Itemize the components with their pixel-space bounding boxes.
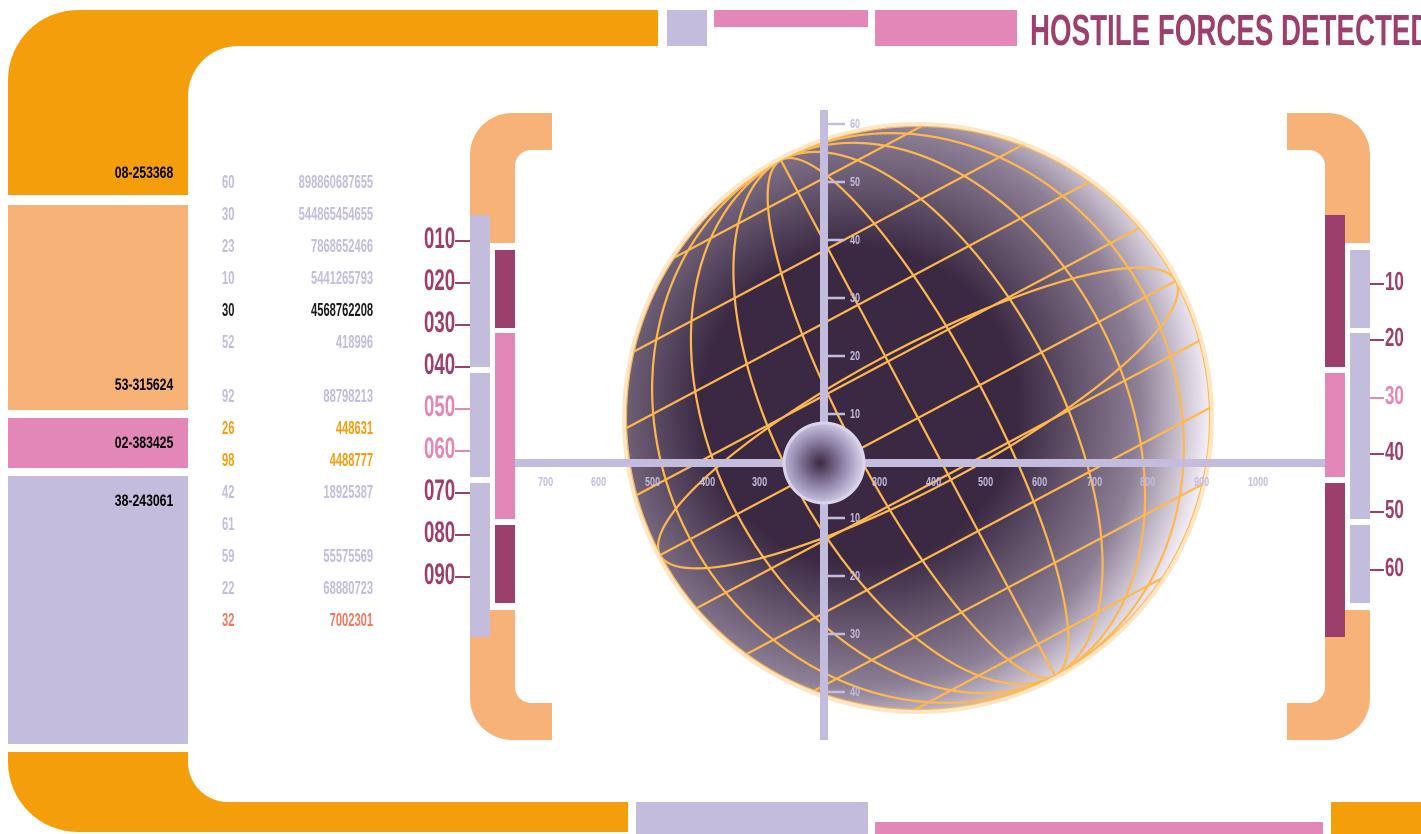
x-tick-label: 500 bbox=[645, 474, 660, 489]
y-tick-label: 30 bbox=[850, 290, 860, 305]
y-tick-label: 40 bbox=[850, 232, 860, 247]
y-tick-label: 20 bbox=[850, 348, 860, 363]
y-tick-label: 20 bbox=[850, 568, 860, 583]
x-tick-label: 900 bbox=[1194, 474, 1209, 489]
crosshair-horizontal bbox=[515, 459, 1325, 467]
y-tick-label: 50 bbox=[850, 174, 860, 189]
y-tick-label: 10 bbox=[850, 510, 860, 525]
x-tick-label: 400 bbox=[700, 474, 715, 489]
x-tick-label: 300 bbox=[752, 474, 767, 489]
x-tick-label: 600 bbox=[1032, 474, 1047, 489]
y-tick-label: 10 bbox=[850, 406, 860, 421]
x-tick-label: 300 bbox=[872, 474, 887, 489]
x-tick-label: 500 bbox=[978, 474, 993, 489]
y-tick-label: 40 bbox=[850, 684, 860, 699]
x-tick-label: 1000 bbox=[1248, 474, 1268, 489]
x-tick-label: 700 bbox=[1087, 474, 1102, 489]
y-tick-label: 30 bbox=[850, 626, 860, 641]
x-tick-label: 700 bbox=[538, 474, 553, 489]
y-tick-label: 60 bbox=[850, 116, 860, 131]
x-tick-label: 400 bbox=[926, 474, 941, 489]
x-tick-label: 800 bbox=[1140, 474, 1155, 489]
x-tick-label: 600 bbox=[591, 474, 606, 489]
